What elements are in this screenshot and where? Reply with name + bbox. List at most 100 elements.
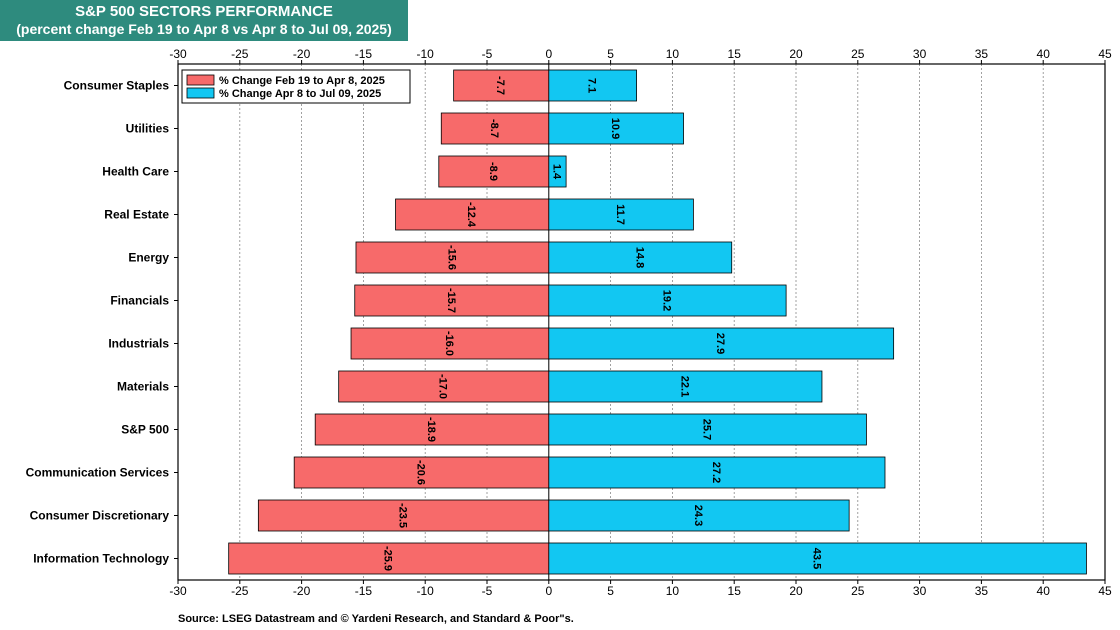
tick-label-bottom: 0 bbox=[545, 584, 552, 598]
tick-label-bottom: -5 bbox=[482, 584, 493, 598]
category-label: Industrials bbox=[108, 337, 169, 351]
data-label-series1: -25.9 bbox=[382, 546, 394, 571]
data-label-series2: 22.1 bbox=[678, 376, 690, 397]
bar-series2 bbox=[548, 456, 886, 489]
tick-label-top: 45 bbox=[1098, 47, 1112, 61]
bar-series2 bbox=[548, 327, 895, 360]
data-label-series1: -15.6 bbox=[445, 245, 457, 270]
data-label-series2: 27.2 bbox=[710, 462, 722, 483]
tick-label-top: -5 bbox=[482, 47, 493, 61]
tick-label-top: -30 bbox=[169, 47, 187, 61]
tick-label-top: 20 bbox=[789, 47, 803, 61]
bar-series2 bbox=[548, 155, 567, 188]
bar-series1 bbox=[293, 456, 550, 489]
data-label-series2: 25.7 bbox=[701, 419, 713, 440]
axes: -30 -30 -25 -25 -20 -20 -15 -15 -10 -10 -5 -5 0 0 5 5 10… bbox=[26, 47, 1112, 598]
bar-series2 bbox=[548, 284, 787, 317]
tick-label-top: 15 bbox=[728, 47, 742, 61]
bar-series1 bbox=[355, 241, 550, 274]
bar-series2 bbox=[548, 112, 684, 145]
bar-series1 bbox=[228, 542, 550, 575]
bar-series1 bbox=[314, 413, 550, 446]
category-label: Real Estate bbox=[104, 208, 169, 222]
legend-swatch-series1 bbox=[186, 74, 215, 86]
data-labels: -7.7 7.1 -8.7 10.9 -8.9 1.4 -12.4 11.7 -15.6 14.8… bbox=[382, 76, 823, 571]
legend-label-series1: % Change Feb 19 to Apr 8, 2025 bbox=[219, 75, 385, 87]
data-label-series1: -15.7 bbox=[445, 288, 457, 313]
tick-label-top: -25 bbox=[231, 47, 249, 61]
data-label-series2: 14.8 bbox=[633, 247, 645, 268]
bar-series2 bbox=[548, 69, 637, 102]
legend-swatch-series2 bbox=[186, 87, 215, 99]
category-label: Utilities bbox=[126, 122, 170, 136]
legend-box bbox=[181, 69, 411, 104]
tick-label-bottom: 35 bbox=[975, 584, 989, 598]
bar-series2 bbox=[548, 198, 694, 231]
bar-series1 bbox=[440, 112, 550, 145]
tick-label-bottom: 5 bbox=[607, 584, 614, 598]
data-label-series1: -8.9 bbox=[487, 162, 499, 181]
tick-label-top: 10 bbox=[666, 47, 680, 61]
legend: % Change Feb 19 to Apr 8, 2025 % Change … bbox=[181, 69, 411, 104]
data-label-series2: 1.4 bbox=[550, 164, 562, 180]
category-label: Consumer Discretionary bbox=[30, 509, 170, 523]
bar-series2 bbox=[548, 413, 867, 446]
tick-label-bottom: 25 bbox=[851, 584, 865, 598]
category-label: Materials bbox=[117, 380, 169, 394]
tick-label-bottom: 30 bbox=[913, 584, 927, 598]
tick-label-bottom: 10 bbox=[666, 584, 680, 598]
tick-label-bottom: -20 bbox=[293, 584, 311, 598]
bar-series2 bbox=[548, 542, 1087, 575]
data-label-series2: 19.2 bbox=[660, 290, 672, 311]
tick-label-bottom: 40 bbox=[1037, 584, 1051, 598]
gridlines bbox=[239, 64, 1044, 580]
data-label-series1: -8.7 bbox=[488, 119, 500, 138]
data-label-series2: 10.9 bbox=[609, 118, 621, 139]
tick-label-bottom: 20 bbox=[789, 584, 803, 598]
data-label-series2: 11.7 bbox=[614, 204, 626, 225]
bar-series1 bbox=[395, 198, 550, 231]
tick-label-bottom: -10 bbox=[417, 584, 435, 598]
chart-subtitle: (percent change Feb 19 to Apr 8 vs Apr 8… bbox=[16, 21, 392, 37]
chart-title: S&P 500 SECTORS PERFORMANCE bbox=[75, 3, 333, 20]
tick-label-bottom: 45 bbox=[1098, 584, 1112, 598]
bar-series2 bbox=[548, 370, 823, 403]
data-label-series2: 43.5 bbox=[811, 548, 823, 569]
source-note: Source: LSEG Datastream and © Yardeni Re… bbox=[178, 613, 574, 625]
category-label: Financials bbox=[110, 294, 169, 308]
legend-label-series2: % Change Apr 8 to Jul 09, 2025 bbox=[219, 88, 381, 100]
category-label: Health Care bbox=[102, 165, 169, 179]
data-label-series2: 24.3 bbox=[692, 505, 704, 526]
tick-label-bottom: -30 bbox=[169, 584, 187, 598]
tick-label-top: -20 bbox=[293, 47, 311, 61]
tick-label-top: 35 bbox=[975, 47, 989, 61]
tick-label-bottom: -15 bbox=[355, 584, 373, 598]
bar-series1 bbox=[354, 284, 550, 317]
tick-label-top: 30 bbox=[913, 47, 927, 61]
tick-label-top: 5 bbox=[607, 47, 614, 61]
bars bbox=[228, 69, 1087, 575]
category-label: Information Technology bbox=[33, 552, 169, 566]
tick-label-top: -10 bbox=[417, 47, 435, 61]
category-label: Consumer Staples bbox=[64, 79, 170, 93]
category-label: S&P 500 bbox=[121, 423, 169, 437]
tick-label-top: 25 bbox=[851, 47, 865, 61]
category-label: Communication Services bbox=[26, 466, 170, 480]
data-label-series1: -23.5 bbox=[397, 503, 409, 528]
data-label-series2: 27.9 bbox=[714, 333, 726, 354]
bar-series2 bbox=[548, 241, 733, 274]
tick-label-top: 0 bbox=[545, 47, 552, 61]
tick-label-bottom: -25 bbox=[231, 584, 249, 598]
tick-label-top: 40 bbox=[1037, 47, 1051, 61]
data-label-series1: -18.9 bbox=[425, 417, 437, 442]
plot-frame bbox=[177, 63, 1106, 581]
data-label-series2: 7.1 bbox=[586, 78, 598, 93]
data-label-series1: -16.0 bbox=[443, 331, 455, 356]
category-label: Energy bbox=[128, 251, 169, 265]
data-label-series1: -12.4 bbox=[465, 202, 477, 228]
data-label-series1: -17.0 bbox=[437, 374, 449, 399]
tick-label-bottom: 15 bbox=[728, 584, 742, 598]
chart-title-box: S&P 500 SECTORS PERFORMANCE (percent cha… bbox=[0, 0, 408, 41]
data-label-series1: -7.7 bbox=[494, 76, 506, 95]
